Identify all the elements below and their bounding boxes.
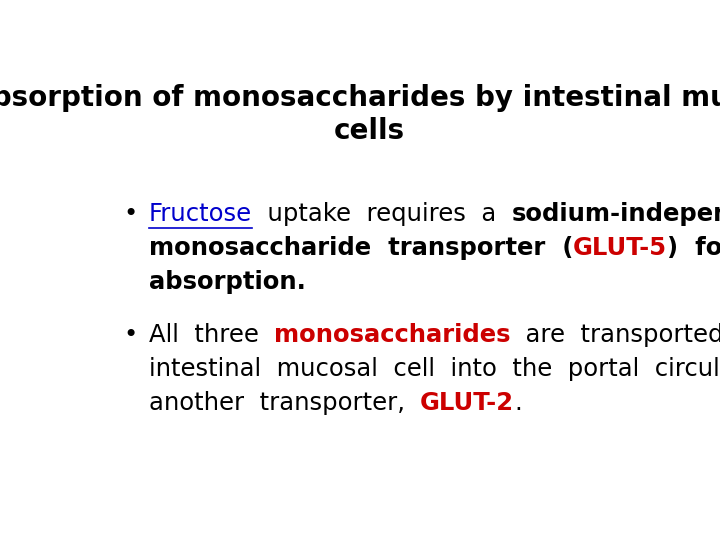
Text: Fructose: Fructose	[148, 202, 252, 226]
Text: monosaccharides: monosaccharides	[274, 322, 510, 347]
Text: another  transporter,: another transporter,	[148, 391, 420, 415]
Text: D. Absorption of monosaccharides by intestinal mucosal
cells: D. Absorption of monosaccharides by inte…	[0, 84, 720, 145]
Text: •: •	[124, 322, 138, 347]
Text: All  three: All three	[148, 322, 274, 347]
Text: uptake  requires  a: uptake requires a	[252, 202, 511, 226]
Text: monosaccharide  transporter  (: monosaccharide transporter (	[148, 236, 573, 260]
Text: .: .	[514, 391, 522, 415]
Text: •: •	[124, 202, 138, 226]
Text: GLUT-2: GLUT-2	[420, 391, 514, 415]
Text: intestinal  mucosal  cell  into  the  portal  circulation  by  yet: intestinal mucosal cell into the portal …	[148, 357, 720, 381]
Text: are  transported  from  the: are transported from the	[510, 322, 720, 347]
Text: sodium-independent: sodium-independent	[511, 202, 720, 226]
Text: GLUT-5: GLUT-5	[573, 236, 667, 260]
Text: absorption.: absorption.	[148, 270, 305, 294]
Text: )  for  its: ) for its	[667, 236, 720, 260]
